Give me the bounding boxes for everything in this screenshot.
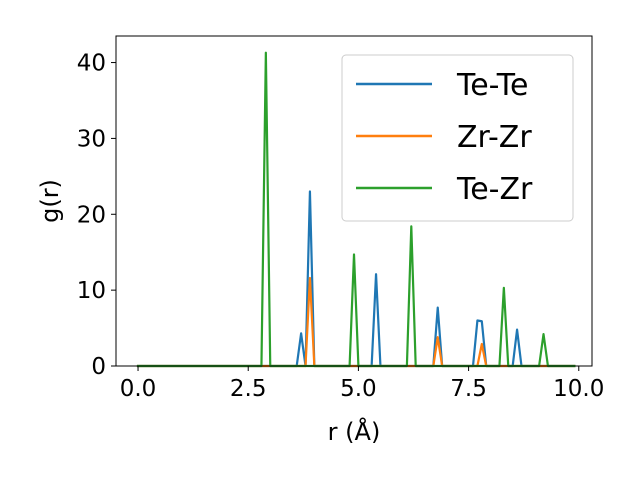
y-axis-label: g(r) xyxy=(36,179,64,223)
y-ticks: 0 10 20 30 40 xyxy=(77,51,116,380)
x-tick-label: 7.5 xyxy=(450,376,487,402)
y-tick-label: 30 xyxy=(77,126,106,152)
y-tick-label: 10 xyxy=(77,278,106,304)
legend-box xyxy=(341,54,574,222)
axes-frame xyxy=(115,35,593,367)
y-tick-label: 0 xyxy=(91,354,106,380)
legend: Te-Te Zr-Zr Te-Zr xyxy=(341,54,574,222)
legend-label-te-te: Te-Te xyxy=(456,68,528,103)
legend-label-zr-zr: Zr-Zr xyxy=(457,120,532,155)
x-tick-label: 10.0 xyxy=(553,376,604,402)
x-tick-label: 0.0 xyxy=(120,376,157,402)
x-tick-label: 5.0 xyxy=(340,376,377,402)
series-line-zr-zr xyxy=(136,276,576,368)
series-line-te-zr xyxy=(136,51,576,368)
x-tick-label: 2.5 xyxy=(230,376,267,402)
y-tick-label: 40 xyxy=(77,51,106,77)
x-axis-label: r (Å) xyxy=(328,417,381,446)
x-ticks: 0.0 2.5 5.0 7.5 10.0 xyxy=(120,366,604,402)
y-tick-label: 20 xyxy=(77,202,106,228)
legend-label-te-zr: Te-Zr xyxy=(456,172,533,207)
